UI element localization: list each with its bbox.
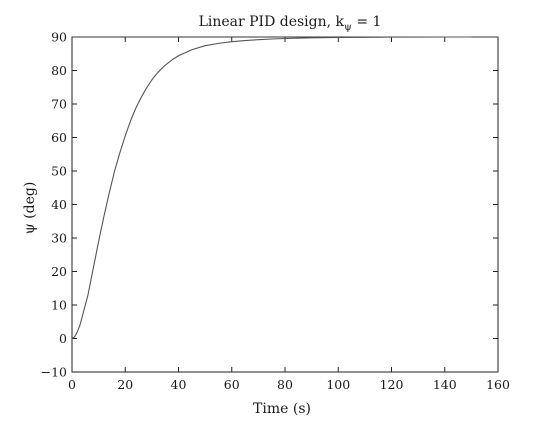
y-tick-label: 50 bbox=[51, 164, 67, 179]
y-tick-label: 90 bbox=[51, 30, 67, 45]
y-tick-label: 30 bbox=[51, 231, 67, 246]
y-tick-label: 10 bbox=[51, 298, 67, 313]
y-tick-label: −10 bbox=[41, 365, 67, 380]
chart-title-subscript: ψ bbox=[344, 22, 352, 33]
x-tick-label: 140 bbox=[433, 377, 457, 392]
x-axis-label: Time (s) bbox=[253, 401, 311, 417]
y-tick-label: 70 bbox=[51, 97, 67, 112]
y-axis-label: ψ (deg) bbox=[22, 182, 38, 235]
x-tick-label: 0 bbox=[68, 377, 76, 392]
y-tick-label: 80 bbox=[51, 63, 67, 78]
y-tick-label: 40 bbox=[51, 197, 67, 212]
x-tick-label: 80 bbox=[277, 377, 293, 392]
chart-title-main: Linear PID design, k bbox=[199, 14, 345, 30]
y-tick-label: 60 bbox=[51, 130, 67, 145]
x-tick-label: 20 bbox=[117, 377, 133, 392]
chart-title-suffix: = 1 bbox=[352, 14, 382, 30]
x-tick-label: 100 bbox=[326, 377, 350, 392]
chart-title: Linear PID design, kψ = 1 bbox=[199, 14, 382, 33]
x-tick-label: 120 bbox=[380, 377, 404, 392]
y-tick-label: 20 bbox=[51, 264, 67, 279]
series-line bbox=[71, 36, 472, 339]
x-tick-label: 40 bbox=[171, 377, 187, 392]
plot-area: 0 20 40 60 80 100 120 140 160−100102030405060708… bbox=[41, 30, 510, 393]
x-tick-label: 160 bbox=[486, 377, 510, 392]
y-tick-label: 0 bbox=[59, 331, 67, 346]
x-tick-label: 60 bbox=[224, 377, 240, 392]
